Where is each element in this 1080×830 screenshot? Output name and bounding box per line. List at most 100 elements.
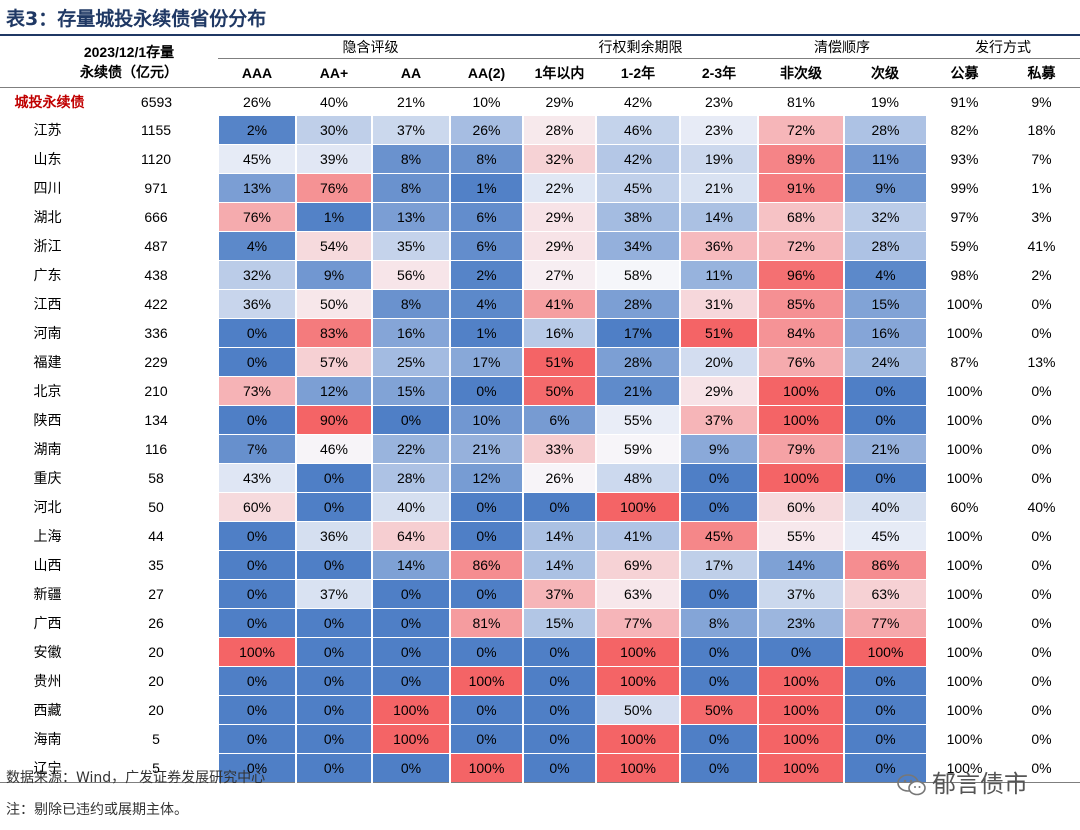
table-cell: 0% <box>217 521 296 551</box>
table-cell: 41% <box>595 521 680 551</box>
table-row: 辽宁 5 0% 0% 0% 100% 0% 100% 0% 100% 0% 100% 0% <box>0 753 1080 783</box>
stock-value: 229 <box>144 354 168 370</box>
subheader-0: AAA <box>218 58 296 88</box>
table-row: 重庆 58 43% 0% 28% 12% 26% 48% 0% 100% 0% 100% 0% <box>0 463 1080 493</box>
table-cell: 28% <box>371 463 450 493</box>
table-cell: 45% <box>217 144 296 174</box>
province-name: 山东 <box>33 151 62 167</box>
table-cell: 28% <box>843 231 926 261</box>
table-cell: 100% <box>757 463 844 493</box>
table-cell: 4% <box>217 231 296 261</box>
table-cell: 32% <box>522 144 596 174</box>
table-cell: 0% <box>217 608 296 638</box>
table-cell: 100% <box>595 753 680 783</box>
table-cell: 63% <box>595 579 680 609</box>
table-cell: 100% <box>946 296 983 312</box>
table-cell: 86% <box>843 550 926 580</box>
province-table: 2023/12/1存量 永续债（亿元） 隐含评级 行权剩余期限 清偿顺序 发行方… <box>0 36 1080 783</box>
total-value: 6593 <box>140 94 173 110</box>
table-cell: 100% <box>926 753 1003 783</box>
table-cell: 76% <box>757 347 844 377</box>
province-name: 北京 <box>33 383 62 399</box>
table-cell: 98% <box>950 267 979 283</box>
table-cell: 100% <box>757 753 844 783</box>
table-cell: 0% <box>1031 615 1052 631</box>
table-cell: 0% <box>371 608 450 638</box>
table-cell: 6% <box>449 202 523 232</box>
table-cell: 73% <box>217 376 296 406</box>
table-cell: 41% <box>522 289 596 319</box>
stock-value: 20 <box>148 702 164 718</box>
table-cell: 21% <box>595 376 680 406</box>
table-cell: 6% <box>449 231 523 261</box>
total-cell: 23% <box>704 94 734 110</box>
table-cell: 0% <box>843 376 926 406</box>
group-header-rating: 隐含评级 <box>218 36 523 59</box>
table-cell: 68% <box>757 202 844 232</box>
table-cell: 16% <box>843 318 926 348</box>
province-name: 广东 <box>33 267 62 283</box>
table-cell: 1% <box>449 318 523 348</box>
table-cell: 39% <box>295 144 372 174</box>
total-cell: 42% <box>623 94 653 110</box>
table-row: 四川 971 13% 76% 8% 1% 22% 45% 21% 91% 9% 99% 1% <box>0 173 1080 203</box>
table-cell: 0% <box>371 637 450 667</box>
table-cell: 0% <box>217 753 296 783</box>
table-cell: 100% <box>217 637 296 667</box>
table-cell: 0% <box>1031 383 1052 399</box>
table-cell: 15% <box>522 608 596 638</box>
table-cell: 35% <box>371 231 450 261</box>
page-title: 表3：存量城投永续债省份分布 <box>6 8 267 30</box>
table-cell: 100% <box>946 586 983 602</box>
table-row: 河北 50 60% 0% 40% 0% 0% 100% 0% 60% 40% 60% 40% <box>0 492 1080 522</box>
total-cell: 19% <box>870 94 900 110</box>
table-cell: 60% <box>950 499 979 515</box>
province-name: 山西 <box>33 557 62 573</box>
table-cell: 12% <box>295 376 372 406</box>
table-cell: 0% <box>295 550 372 580</box>
subheader-6: 2-3年 <box>680 58 758 88</box>
table-cell: 48% <box>595 463 680 493</box>
table-cell: 0% <box>449 376 523 406</box>
stock-value: 438 <box>144 267 168 283</box>
table-cell: 14% <box>679 202 758 232</box>
table-cell: 37% <box>757 579 844 609</box>
exclusion-note: 注：剔除已违约或展期主体。 <box>6 802 188 818</box>
table-cell: 13% <box>217 173 296 203</box>
table-cell: 0% <box>522 753 596 783</box>
table-cell: 0% <box>295 492 372 522</box>
table-cell: 0% <box>449 579 523 609</box>
table-cell: 0% <box>1031 557 1052 573</box>
table-cell: 0% <box>843 666 926 696</box>
stock-value: 336 <box>144 325 168 341</box>
table-cell: 7% <box>1031 151 1052 167</box>
table-cell: 24% <box>843 347 926 377</box>
table-row: 江苏 1155 2% 30% 37% 26% 28% 46% 23% 72% 28% 82% 18% <box>0 116 1080 145</box>
source-note: 数据来源：Wind，广发证券发展研究中心 <box>6 770 266 786</box>
table-cell: 45% <box>843 521 926 551</box>
table-cell: 0% <box>449 521 523 551</box>
stock-value: 35 <box>148 557 164 573</box>
total-row: 城投永续债 6593 26% 40% 21% 10% 29% 42% 23% 81% 19% 91% 9… <box>0 88 1080 117</box>
table-cell: 0% <box>217 550 296 580</box>
table-cell: 100% <box>946 702 983 718</box>
table-row: 山西 35 0% 0% 14% 86% 14% 69% 17% 14% 86% 100% 0% <box>0 550 1080 580</box>
table-cell: 59% <box>595 434 680 464</box>
table-cell: 0% <box>843 753 926 783</box>
table-cell: 25% <box>371 347 450 377</box>
province-name: 海南 <box>33 731 62 747</box>
table-cell: 100% <box>595 637 680 667</box>
subheader-10: 私募 <box>1003 58 1080 88</box>
table-row: 河南 336 0% 83% 16% 1% 16% 17% 51% 84% 16% 100% 0% <box>0 318 1080 348</box>
table-cell: 0% <box>522 666 596 696</box>
header-stock-line2: 永续债（亿元） <box>80 63 178 80</box>
table-cell: 0% <box>522 695 596 725</box>
table-cell: 59% <box>950 238 979 254</box>
table-cell: 87% <box>950 354 979 370</box>
table-cell: 10% <box>449 405 523 435</box>
table-row: 海南 5 0% 0% 100% 0% 0% 100% 0% 100% 0% 100% 0% <box>0 724 1080 754</box>
stock-value: 1155 <box>140 122 172 139</box>
table-cell: 37% <box>522 579 596 609</box>
stock-value: 20 <box>148 644 164 660</box>
table-cell: 27% <box>522 260 596 290</box>
